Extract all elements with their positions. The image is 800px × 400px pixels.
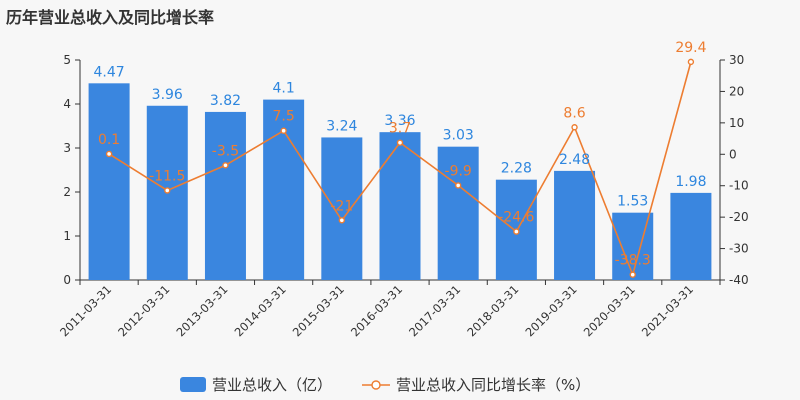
legend-line-marker <box>371 380 381 390</box>
bar-value-label: 1.53 <box>617 194 648 210</box>
x-tick-label: 2018-03-31 <box>464 282 521 339</box>
growth-value-label: -3.5 <box>212 143 239 159</box>
x-tick-label: 2021-03-31 <box>639 282 696 339</box>
growth-value-label: 29.4 <box>675 40 706 56</box>
bar <box>204 111 246 280</box>
growth-value-label: -11.5 <box>149 168 185 184</box>
left-tick-label: 2 <box>63 185 71 199</box>
growth-point <box>164 187 171 194</box>
chart-title: 历年营业总收入及同比增长率 <box>6 8 215 27</box>
right-tick-label: -30 <box>729 242 749 256</box>
right-tick-label: -10 <box>729 179 749 193</box>
growth-value-label: -9.9 <box>445 163 472 179</box>
growth-point <box>571 124 578 131</box>
growth-value-label: -24.6 <box>498 210 534 226</box>
legend-bar-label: 营业总收入（亿） <box>212 376 332 394</box>
bar-value-label: 3.96 <box>152 87 183 103</box>
bar <box>263 99 305 280</box>
bar-value-label: 3.03 <box>443 128 474 144</box>
right-tick-label: 20 <box>729 84 744 98</box>
growth-point <box>280 127 287 134</box>
bar-value-label: 1.98 <box>675 174 706 190</box>
growth-point <box>338 217 346 224</box>
growth-value-label: -21 <box>330 198 353 214</box>
growth-point <box>687 58 695 66</box>
x-tick-label: 2017-03-31 <box>406 282 463 339</box>
x-tick-label: 2019-03-31 <box>523 282 580 339</box>
bar-value-label: 3.24 <box>326 118 357 134</box>
bar <box>379 132 421 280</box>
x-tick-label: 2015-03-31 <box>290 282 347 339</box>
left-tick-label: 1 <box>63 229 71 243</box>
bar-value-label: 4.47 <box>94 64 125 80</box>
x-tick-label: 2013-03-31 <box>173 282 230 339</box>
right-tick-label: -20 <box>729 210 749 224</box>
growth-value-label: -38.3 <box>615 253 651 269</box>
right-tick-label: 30 <box>729 53 744 67</box>
bar-value-label: 2.48 <box>559 152 590 168</box>
growth-value-label: 3.7 <box>389 121 411 137</box>
x-tick-label: 2012-03-31 <box>115 282 172 339</box>
left-tick-label: 4 <box>63 97 71 111</box>
bar <box>437 146 479 280</box>
growth-point <box>396 139 404 146</box>
bar <box>88 83 130 280</box>
growth-value-label: 8.6 <box>563 105 585 121</box>
bar <box>670 192 712 280</box>
right-tick-label: -40 <box>729 273 749 287</box>
growth-value-label: 7.5 <box>273 109 295 125</box>
bar-value-label: 4.1 <box>273 81 295 97</box>
x-tick-label: 2020-03-31 <box>581 282 638 339</box>
bar <box>554 170 596 280</box>
legend-bar-swatch <box>180 377 206 392</box>
right-tick-label: 10 <box>729 116 744 130</box>
x-tick-label: 2016-03-31 <box>348 282 405 339</box>
growth-value-label: 0.1 <box>98 132 120 148</box>
legend-line-label: 营业总收入同比增长率（%） <box>396 376 590 394</box>
bar-value-label: 2.28 <box>501 161 532 177</box>
growth-point <box>454 182 462 189</box>
growth-point <box>222 162 229 169</box>
left-tick-label: 5 <box>63 53 71 67</box>
bar-value-label: 3.82 <box>210 93 241 109</box>
x-tick-label: 2011-03-31 <box>57 282 114 339</box>
left-tick-label: 0 <box>63 273 71 287</box>
left-tick-label: 3 <box>63 141 71 155</box>
x-tick-label: 2014-03-31 <box>232 282 289 339</box>
growth-point <box>629 271 636 278</box>
bar <box>321 137 363 280</box>
growth-point <box>105 150 113 158</box>
growth-point <box>513 228 520 235</box>
right-tick-label: 0 <box>729 147 737 161</box>
bar-value-label: 3.36 <box>384 113 415 129</box>
